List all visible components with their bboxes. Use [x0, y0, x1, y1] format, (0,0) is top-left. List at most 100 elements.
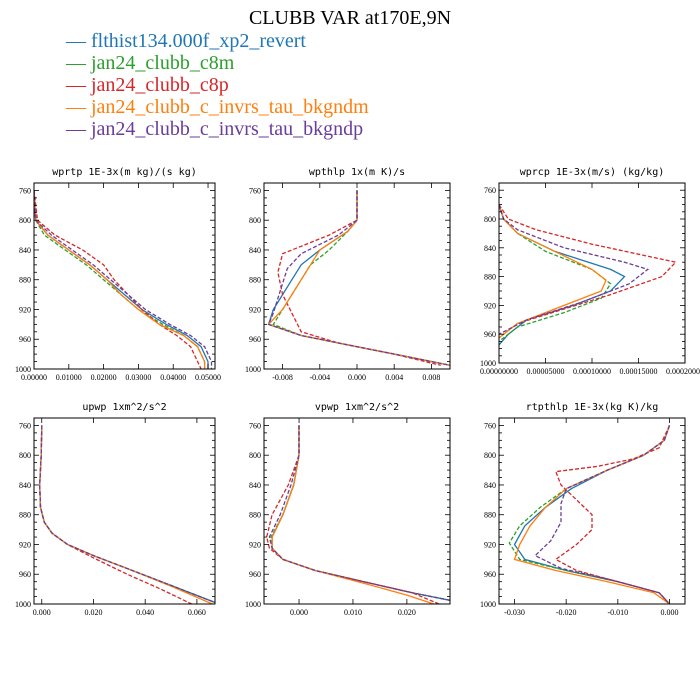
chart-5-series-5	[268, 425, 450, 601]
chart-1-xtick-label: 0.04000	[160, 373, 186, 382]
chart-6-ytick-label: 760	[484, 421, 496, 430]
chart-3-ytick-label: 920	[484, 301, 496, 310]
chart-5-series-group	[266, 425, 450, 604]
chart-panel-2: wpthlp 1x(m K)/s 760 800 840 880 920 960 1000 -0…	[245, 167, 451, 382]
chart-2-xtick-label: 0.008	[422, 373, 440, 382]
chart-4-series-3	[39, 425, 192, 604]
chart-4-ytick-label: 800	[19, 451, 31, 460]
chart-1-ytick-label: 880	[19, 276, 31, 285]
chart-6-ytick-label: 840	[484, 481, 496, 490]
figure-title: CLUBB VAR at170E,9N	[248, 7, 452, 29]
chart-3-ytick-label: 800	[484, 215, 496, 224]
chart-2-title: wpthlp 1x(m K)/s	[309, 167, 405, 178]
chart-1-xtick-label: 0.05000	[195, 373, 221, 382]
chart-6-series-4	[513, 425, 671, 604]
chart-2-series-4	[267, 190, 450, 366]
chart-1-ytick-label: 1000	[15, 365, 31, 374]
chart-3-xtick-label: 0.00015000	[620, 367, 658, 376]
chart-1-ytick-label: 960	[19, 335, 31, 344]
chart-4-ytick-label: 920	[19, 540, 31, 549]
chart-1-ytick-label: 760	[19, 186, 31, 195]
chart-4-frame	[33, 417, 216, 605]
chart-panel-3: wprcp 1E-3x(m/s) (kg/kg) 760 800 840 880 920 9…	[480, 167, 700, 376]
chart-1-ytick-label: 920	[19, 305, 31, 314]
chart-3-ytick-label: 760	[484, 186, 496, 195]
chart-1-xtick-label: 0.00000	[21, 373, 47, 382]
chart-6-series-3	[554, 425, 671, 604]
chart-2-xtick-label: -0.008	[272, 373, 293, 382]
chart-2-ytick-label: 840	[249, 246, 261, 255]
chart-1-series-2	[34, 190, 206, 369]
chart-3-series-2	[499, 204, 612, 342]
chart-5-xtick-label: 0.010	[344, 608, 362, 617]
chart-1-series-1	[34, 190, 209, 369]
chart-6-ytick-label: 920	[484, 540, 496, 549]
chart-5-frame	[263, 417, 451, 605]
chart-5-ytick-label: 920	[249, 540, 261, 549]
legend-entry-4: — jan24_clubb_c_invrs_tau_bkgndm	[66, 96, 369, 118]
chart-1-series-group	[34, 190, 213, 369]
chart-5-series-3	[266, 425, 440, 604]
chart-3-xtick-label: 0.00000000	[480, 367, 518, 376]
chart-2-series-2	[272, 190, 450, 366]
chart-5-ytick-label: 880	[249, 511, 261, 520]
chart-3-xtick-label: 0.00010000	[573, 367, 611, 376]
chart-panel-6: rtpthlp 1E-3x(kg K)/kg 760 800 840 880 920 960…	[480, 402, 686, 617]
chart-6-frame	[498, 417, 686, 605]
chart-6-title: rtpthlp 1E-3x(kg K)/kg	[526, 402, 658, 413]
chart-4-title: upwp 1xm^2/s^2	[82, 402, 166, 413]
chart-1-frame	[33, 182, 216, 370]
chart-2-ytick-label: 880	[249, 276, 261, 285]
chart-1-title: wprtp 1E-3x(m kg)/(s kg)	[52, 167, 197, 178]
chart-4-series-4	[39, 425, 213, 604]
chart-panel-5: vpwp 1xm^2/s^2 760 800 840 880 920 960 1000 0.00…	[245, 402, 451, 617]
chart-4-series-2	[39, 425, 215, 604]
chart-6-xtick-label: -0.010	[607, 608, 628, 617]
chart-1-xtick-label: 0.01000	[56, 373, 82, 382]
chart-3-series-4	[499, 204, 607, 339]
chart-2-ytick-label: 760	[249, 186, 261, 195]
chart-5-series-4	[271, 425, 435, 604]
chart-3-ytick-label: 880	[484, 273, 496, 282]
chart-4-ytick-label: 880	[19, 511, 31, 520]
chart-6-series-5	[534, 425, 671, 604]
chart-4-ytick-label: 1000	[15, 600, 31, 609]
chart-panel-1: wprtp 1E-3x(m kg)/(s kg) 760 800 840 880 920 9…	[15, 167, 221, 382]
chart-4-xtick-label: 0.000	[33, 608, 51, 617]
chart-3-series-group	[499, 204, 677, 346]
chart-5-xtick-label: 0.020	[398, 608, 416, 617]
chart-5-ytick-label: 800	[249, 451, 261, 460]
chart-6-ytick-label: 960	[484, 570, 496, 579]
chart-4-xtick-label: 0.060	[188, 608, 206, 617]
chart-3-frame	[498, 182, 686, 364]
chart-2-ytick-label: 800	[249, 216, 261, 225]
chart-1-xtick-label: 0.03000	[125, 373, 151, 382]
chart-3-series-3	[499, 204, 677, 339]
legend-entry-2: — jan24_clubb_c8m	[66, 52, 235, 74]
chart-4-xtick-label: 0.020	[84, 608, 102, 617]
chart-4-ytick-label: 760	[19, 421, 31, 430]
chart-2-series-1	[267, 190, 450, 366]
chart-6-xtick-label: -0.020	[556, 608, 577, 617]
legend-entry-3: — jan24_clubb_c8p	[66, 74, 229, 96]
chart-2-ytick-label: 960	[249, 335, 261, 344]
chart-3-xtick-label: 0.00005000	[527, 367, 565, 376]
chart-2-series-group	[267, 190, 450, 366]
chart-6-xtick-label: -0.030	[504, 608, 525, 617]
chart-panel-4: upwp 1xm^2/s^2 760 800 840 880 920 960 10000.00…	[15, 402, 216, 617]
chart-1-series-3	[34, 190, 202, 369]
chart-3-series-5	[499, 204, 650, 335]
chart-5-series-2	[270, 425, 450, 601]
chart-6-xtick-label: 0.000	[661, 608, 679, 617]
chart-2-xtick-label: 0.000	[348, 373, 366, 382]
chart-5-ytick-label: 840	[249, 481, 261, 490]
chart-4-xtick-label: 0.040	[136, 608, 154, 617]
chart-2-ytick-label: 920	[249, 305, 261, 314]
chart-2-xtick-label: 0.004	[385, 373, 403, 382]
chart-4-series-group	[39, 425, 215, 604]
chart-1-series-4	[34, 190, 206, 369]
chart-3-ytick-label: 960	[484, 330, 496, 339]
chart-2-xtick-label: -0.004	[309, 373, 330, 382]
chart-1-series-5	[34, 190, 213, 369]
